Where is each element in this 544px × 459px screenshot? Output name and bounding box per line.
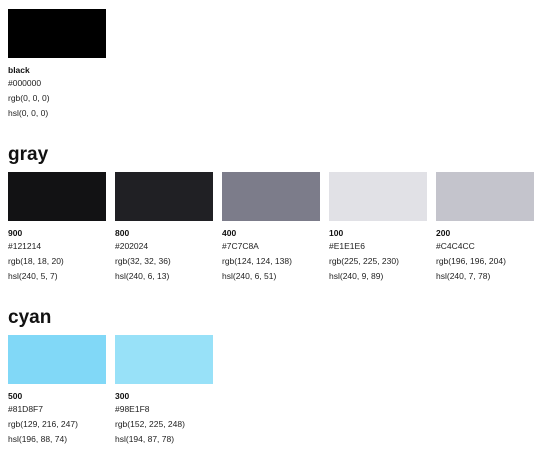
color-swatch: [436, 172, 534, 221]
color-hsl: hsl(240, 9, 89): [329, 271, 384, 281]
color-swatch: [222, 172, 320, 221]
color-hex: #121214: [8, 241, 42, 251]
group-title: cyan: [8, 307, 52, 328]
color-name: 400: [222, 228, 237, 238]
color-rgb: rgb(124, 124, 138): [222, 256, 292, 266]
color-swatch: [8, 9, 106, 58]
color-hex: #7C7C8A: [222, 241, 259, 251]
color-rgb: rgb(0, 0, 0): [8, 93, 50, 103]
color-name: 100: [329, 228, 344, 238]
group-title: gray: [8, 144, 49, 165]
color-card: black #000000 rgb(0, 0, 0) hsl(0, 0, 0): [8, 9, 106, 121]
color-hex: #81D8F7: [8, 404, 43, 414]
color-hsl: hsl(240, 6, 13): [115, 271, 170, 281]
color-swatch: [8, 172, 106, 221]
color-hsl: hsl(240, 7, 78): [436, 271, 491, 281]
color-hsl: hsl(194, 87, 78): [115, 434, 175, 444]
color-swatch: [115, 335, 213, 384]
color-rgb: rgb(32, 32, 36): [115, 256, 171, 266]
color-row: black #000000 rgb(0, 0, 0) hsl(0, 0, 0): [8, 9, 115, 121]
color-swatch: [115, 172, 213, 221]
color-card: 300 #98E1F8 rgb(152, 225, 248) hsl(194, …: [115, 335, 213, 447]
color-card: 400 #7C7C8A rgb(124, 124, 138) hsl(240, …: [222, 172, 320, 284]
color-row: 900 #121214 rgb(18, 18, 20) hsl(240, 5, …: [8, 172, 543, 284]
color-rgb: rgb(225, 225, 230): [329, 256, 399, 266]
color-rgb: rgb(152, 225, 248): [115, 419, 185, 429]
color-name: 200: [436, 228, 451, 238]
color-hsl: hsl(240, 5, 7): [8, 271, 58, 281]
color-hex: #C4C4CC: [436, 241, 475, 251]
color-card: 900 #121214 rgb(18, 18, 20) hsl(240, 5, …: [8, 172, 106, 284]
color-card: 200 #C4C4CC rgb(196, 196, 204) hsl(240, …: [436, 172, 534, 284]
color-rgb: rgb(129, 216, 247): [8, 419, 78, 429]
color-swatch: [8, 335, 106, 384]
color-hsl: hsl(0, 0, 0): [8, 108, 49, 118]
color-hex: #202024: [115, 241, 149, 251]
color-rgb: rgb(196, 196, 204): [436, 256, 506, 266]
color-swatch: [329, 172, 427, 221]
color-name: 900: [8, 228, 23, 238]
color-name: 300: [115, 391, 130, 401]
color-hex: #E1E1E6: [329, 241, 365, 251]
color-hsl: hsl(196, 88, 74): [8, 434, 68, 444]
color-hsl: hsl(240, 6, 51): [222, 271, 277, 281]
color-card: 800 #202024 rgb(32, 32, 36) hsl(240, 6, …: [115, 172, 213, 284]
color-row: 500 #81D8F7 rgb(129, 216, 247) hsl(196, …: [8, 335, 222, 447]
color-rgb: rgb(18, 18, 20): [8, 256, 64, 266]
color-card: 100 #E1E1E6 rgb(225, 225, 230) hsl(240, …: [329, 172, 427, 284]
color-name: black: [8, 65, 30, 75]
color-name: 800: [115, 228, 130, 238]
color-name: 500: [8, 391, 23, 401]
color-hex: #98E1F8: [115, 404, 150, 414]
color-card: 500 #81D8F7 rgb(129, 216, 247) hsl(196, …: [8, 335, 106, 447]
color-hex: #000000: [8, 78, 42, 88]
